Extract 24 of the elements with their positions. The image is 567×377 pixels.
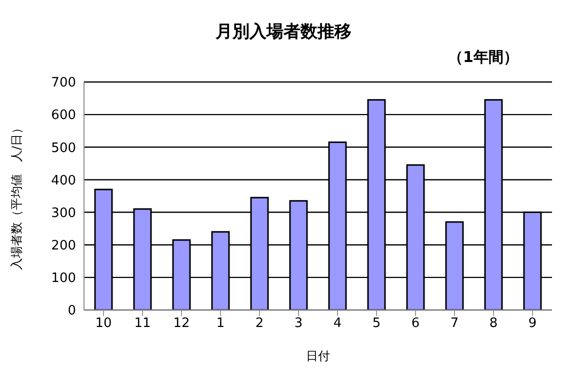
y-tick-label: 700	[51, 76, 76, 91]
x-tick-label: 4	[333, 316, 342, 332]
y-axis-title: 入場者数（平均値 人/日）	[9, 122, 24, 270]
x-tick-label: 8	[489, 316, 498, 332]
x-tick-label: 3	[294, 316, 303, 332]
x-tick-label: 1	[216, 316, 225, 332]
x-tick-label: 12	[173, 316, 190, 332]
y-tick-label: 400	[51, 173, 76, 188]
y-tick-label: 0	[68, 304, 76, 319]
x-tick-label: 10	[95, 316, 112, 332]
x-tick-label: 11	[134, 316, 151, 332]
x-tick-label: 2	[255, 316, 264, 332]
x-tick-label: 9	[528, 316, 537, 332]
x-tick-label: 7	[450, 316, 459, 332]
y-tick-label: 200	[51, 238, 76, 254]
y-tick-label: 300	[51, 206, 76, 221]
y-tick-label: 600	[51, 108, 76, 124]
x-tick-label: 5	[372, 316, 381, 332]
x-axis-title: 日付	[306, 349, 330, 363]
chart-subtitle: （1年間）	[448, 48, 518, 67]
y-tick-label: 100	[51, 271, 76, 286]
y-tick-label: 500	[51, 140, 76, 156]
x-tick-label: 6	[411, 316, 420, 332]
chart-title: 月別入場者数推移	[214, 21, 352, 43]
